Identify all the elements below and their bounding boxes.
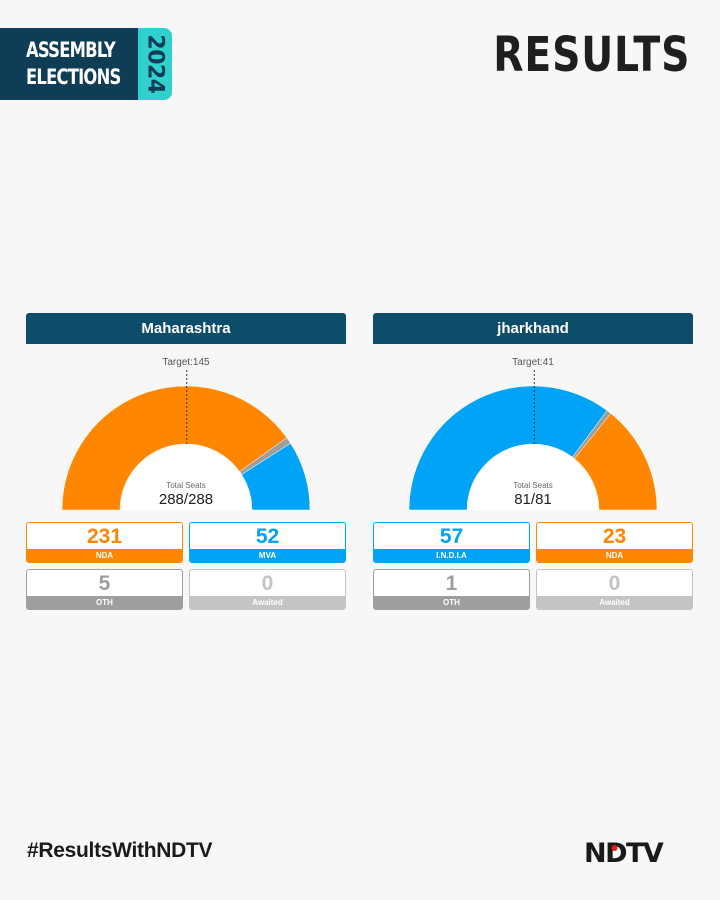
- total-seats-label: Total Seats: [166, 481, 206, 490]
- assembly-elections-brand: ASSEMBLY ELECTIONS 2024: [0, 28, 172, 100]
- total-seats-value: 81/81: [514, 491, 552, 508]
- ndtv-logo-dot: [611, 845, 618, 851]
- state-panel-jharkhand: jharkhand Target:41 Total Seats 81/81 57…: [373, 313, 693, 610]
- party-seat-count: 231: [86, 524, 123, 548]
- brand-line-assembly: ASSEMBLY: [26, 38, 116, 62]
- seat-gauge-chart: [61, 369, 311, 511]
- ndtv-logo-text: NDTV: [584, 838, 664, 864]
- state-title: Maharashtra: [26, 313, 346, 344]
- state-title: jharkhand: [373, 313, 693, 344]
- page-title: RESULTS: [492, 27, 690, 83]
- party-label: NDA: [27, 549, 182, 562]
- brand-year-tab: 2024: [138, 28, 172, 100]
- ndtv-logo: NDTV: [584, 838, 665, 864]
- party-seat-count: 23: [602, 524, 627, 548]
- party-card-oth: 1 OTH: [373, 569, 530, 610]
- gauge-slice-india: [408, 385, 608, 511]
- party-card-awaited: 0 Awaited: [536, 569, 693, 610]
- party-seat-count: 57: [439, 524, 464, 548]
- gauge-slice-nda: [574, 413, 658, 511]
- hashtag: #ResultsWithNDTV: [27, 839, 213, 862]
- total-seats-value: 288/288: [158, 491, 214, 508]
- party-card-oth: 5 OTH: [26, 569, 183, 610]
- party-seat-count: 0: [261, 571, 274, 595]
- party-label: I.N.D.I.A: [374, 549, 529, 562]
- gauge-center: [121, 445, 251, 510]
- brand-line-elections: ELECTIONS: [26, 65, 121, 89]
- party-label: Awaited: [537, 596, 692, 609]
- state-panel-maharashtra: Maharashtra Target:145 Total Seats 288/2…: [26, 313, 346, 610]
- party-seat-count: 1: [445, 571, 458, 595]
- party-seat-count: 5: [98, 571, 111, 595]
- gauge-slice-mva: [241, 443, 311, 511]
- party-card-india: 57 I.N.D.I.A: [373, 522, 530, 563]
- brand-text-box: ASSEMBLY ELECTIONS: [0, 28, 140, 100]
- party-cards: 57 I.N.D.I.A 23 NDA 1 OTH 0 Awaited: [373, 522, 693, 610]
- total-seats-label: Total Seats: [513, 481, 553, 490]
- party-label: OTH: [374, 596, 529, 609]
- party-seat-count: 0: [608, 571, 621, 595]
- seat-gauge-chart: [408, 369, 658, 511]
- brand-year: 2024: [142, 34, 168, 94]
- party-card-awaited: 0 Awaited: [189, 569, 346, 610]
- gauge-center: [468, 445, 598, 510]
- party-label: NDA: [537, 549, 692, 562]
- party-card-nda: 231 NDA: [26, 522, 183, 563]
- gauge-slice-nda: [61, 385, 288, 511]
- party-label: OTH: [27, 596, 182, 609]
- party-card-mva: 52 MVA: [189, 522, 346, 563]
- party-card-nda: 23 NDA: [536, 522, 693, 563]
- target-label: Target:41: [512, 357, 554, 368]
- party-cards: 231 NDA 52 MVA 5 OTH 0 Awaited: [26, 522, 346, 610]
- party-label: MVA: [190, 549, 345, 562]
- party-label: Awaited: [190, 596, 345, 609]
- party-seat-count: 52: [255, 524, 280, 548]
- target-label: Target:145: [162, 357, 210, 368]
